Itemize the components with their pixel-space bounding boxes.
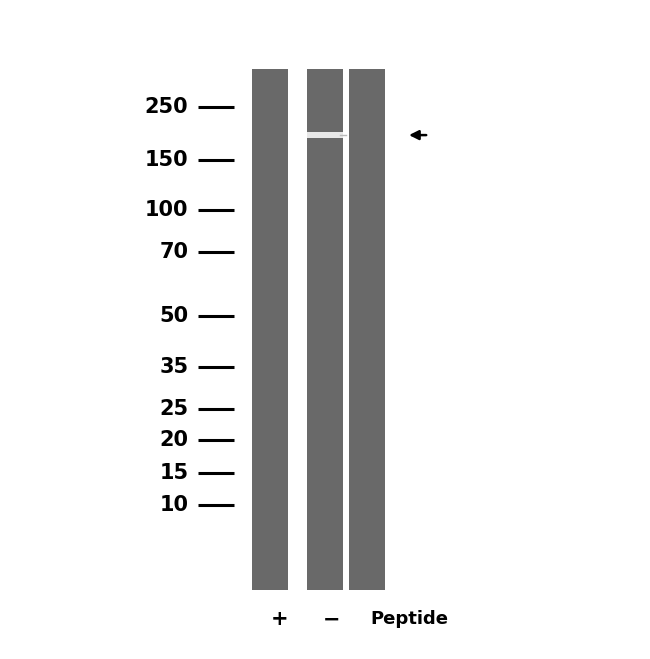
Text: +: +: [270, 610, 289, 629]
Text: 25: 25: [159, 399, 188, 418]
Text: 100: 100: [145, 200, 188, 219]
Bar: [252, 69, 287, 590]
Bar: [350, 69, 385, 590]
Text: −: −: [323, 610, 340, 629]
Bar: [343, 69, 350, 590]
Text: 50: 50: [159, 306, 188, 326]
Bar: [307, 132, 343, 138]
Text: 70: 70: [159, 243, 188, 262]
Text: 10: 10: [159, 496, 188, 515]
Text: 35: 35: [159, 357, 188, 377]
Text: Peptide: Peptide: [370, 610, 448, 629]
Text: 250: 250: [145, 97, 188, 117]
Bar: [287, 69, 307, 590]
Bar: [307, 69, 343, 590]
Text: 20: 20: [159, 430, 188, 450]
Text: 150: 150: [145, 150, 188, 170]
Text: 15: 15: [159, 463, 188, 482]
